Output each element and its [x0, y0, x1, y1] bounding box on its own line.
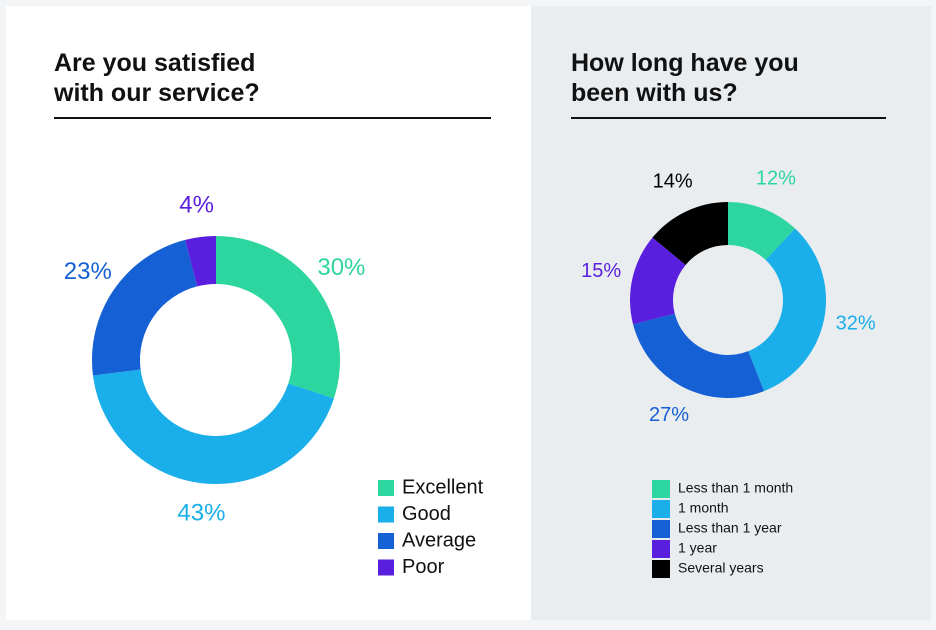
- legend-label: Average: [402, 529, 476, 551]
- legend-label: Less than 1 year: [678, 520, 782, 536]
- legend-swatch: [652, 560, 670, 578]
- value-label: 32%: [836, 313, 876, 335]
- donut-segment: [216, 236, 340, 399]
- legend-swatch: [652, 480, 670, 498]
- value-label: 30%: [317, 254, 365, 281]
- value-label: 27%: [649, 404, 689, 426]
- legend-swatch: [652, 500, 670, 518]
- donut-segment: [748, 228, 827, 392]
- value-label: 14%: [653, 171, 693, 193]
- value-label: 43%: [177, 500, 225, 527]
- value-label: 4%: [179, 192, 214, 219]
- value-label: 23%: [64, 258, 112, 285]
- chart-title: Are you satisfied with our service?: [54, 49, 260, 107]
- legend-swatch: [378, 533, 394, 549]
- legend-label: Less than 1 month: [678, 480, 793, 496]
- legend-swatch: [378, 559, 394, 576]
- legend-label: Excellent: [402, 476, 484, 498]
- legend-swatch: [378, 506, 394, 523]
- donut-segment: [92, 239, 198, 376]
- donut-segment: [92, 369, 334, 485]
- right-panel: [531, 6, 931, 620]
- legend-swatch: [378, 480, 394, 496]
- legend-label: 1 month: [678, 500, 729, 516]
- value-label: 15%: [581, 260, 621, 282]
- left-panel: [6, 6, 531, 620]
- donut-segment: [652, 202, 728, 265]
- legend-swatch: [652, 540, 670, 558]
- legend-label: Several years: [678, 560, 764, 576]
- donut-segment: [728, 202, 796, 260]
- donut-segment: [630, 237, 686, 325]
- legend-label: Good: [402, 503, 451, 525]
- legend-label: Poor: [402, 556, 445, 578]
- donut-segment: [633, 313, 765, 399]
- donut-segment: [185, 236, 216, 287]
- legend-label: 1 year: [678, 540, 717, 556]
- value-label: 12%: [756, 167, 796, 189]
- legend-swatch: [652, 520, 670, 538]
- chart-title: How long have you been with us?: [571, 49, 799, 107]
